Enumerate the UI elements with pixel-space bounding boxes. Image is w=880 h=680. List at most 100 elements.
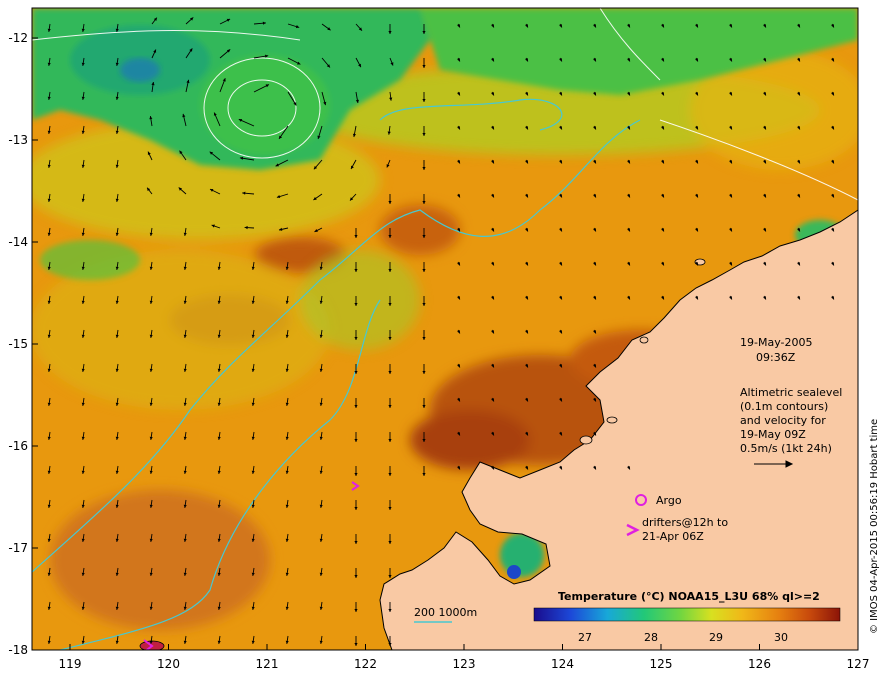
velocity-arrow-head: [47, 62, 51, 66]
velocity-arrow-head: [47, 232, 51, 236]
velocity-arrow-head: [559, 58, 562, 62]
velocity-arrow-head: [729, 296, 732, 300]
velocity-arrow-head: [285, 640, 289, 644]
velocity-arrow-head: [319, 572, 323, 576]
colorbar-title: Temperature (°C) NOAA15_L3U 68% ql>=2: [558, 590, 820, 603]
velocity-arrow-head: [661, 92, 664, 96]
velocity-arrow-head: [183, 368, 187, 372]
svg-text:200 1000m: 200 1000m: [414, 606, 477, 619]
velocity-arrow-head: [593, 194, 596, 198]
drifter-marker: [626, 523, 640, 537]
velocity-arrow-head: [275, 163, 279, 167]
velocity-arrow-head: [559, 126, 562, 130]
velocity-arrow-head: [491, 466, 494, 470]
svg-text:drifters@12h to: drifters@12h to: [642, 516, 728, 529]
velocity-arrow-head: [251, 300, 255, 304]
velocity-arrow-head: [285, 538, 289, 542]
velocity-arrow-head: [182, 113, 186, 118]
velocity-arrow-head: [422, 473, 426, 476]
velocity-arrow-head: [354, 473, 358, 476]
svg-text:and velocity for: and velocity for: [740, 414, 826, 427]
velocity-arrow-head: [314, 229, 318, 232]
velocity-arrow-head: [217, 368, 221, 372]
velocity-arrow-head: [285, 606, 289, 610]
velocity-arrow-head: [695, 296, 698, 300]
velocity-arrow-head: [115, 266, 119, 270]
velocity-arrow-head: [262, 21, 266, 25]
velocity-arrow-head: [525, 24, 528, 28]
velocity-arrow-head: [149, 470, 153, 474]
velocity-arrow-head: [47, 300, 51, 304]
velocity-arrow-head: [151, 82, 155, 86]
velocity-arrow-head: [831, 194, 834, 198]
velocity-arrow-head: [319, 538, 323, 542]
velocity-arrow-head: [661, 58, 664, 62]
velocity-arrow-head: [661, 194, 664, 198]
velocity-arrow-head: [265, 54, 269, 58]
velocity-arrow-head: [147, 151, 151, 155]
velocity-arrow-head: [491, 262, 494, 266]
latitude-tick-label: -18: [8, 643, 28, 657]
velocity-arrow-head: [251, 504, 255, 508]
velocity-arrow-head: [81, 28, 85, 32]
velocity-arrow-head: [354, 269, 358, 272]
velocity-arrow-head: [251, 640, 255, 644]
velocity-arrow-head: [491, 228, 494, 232]
velocity-arrow-head: [149, 572, 153, 576]
velocity-arrow-head: [457, 228, 460, 232]
velocity-arrow-head: [217, 402, 221, 406]
velocity-arrow-head: [559, 228, 562, 232]
velocity-arrow-head: [457, 160, 460, 164]
velocity-arrow-head: [525, 432, 528, 436]
velocity-arrow-head: [695, 126, 698, 130]
velocity-arrow-head: [388, 507, 392, 510]
velocity-arrow-head: [226, 49, 231, 53]
velocity-arrow-head: [559, 432, 562, 436]
velocity-arrow-head: [244, 226, 248, 230]
latitude-tick-label: -13: [8, 133, 28, 147]
velocity-arrow-head: [319, 300, 323, 304]
velocity-arrow-head: [695, 228, 698, 232]
velocity-arrow-head: [183, 470, 187, 474]
velocity-arrow-head: [149, 116, 153, 120]
velocity-arrow-head: [354, 337, 358, 340]
velocity-arrow-head: [350, 197, 354, 201]
velocity-arrow-head: [319, 470, 323, 474]
longitude-tick-label: 127: [847, 657, 870, 671]
velocity-arrow-head: [183, 334, 187, 338]
velocity-arrow-head: [593, 126, 596, 130]
longitude-tick-label: 120: [157, 657, 180, 671]
velocity-arrow-head: [763, 126, 766, 130]
velocity-arrow-head: [525, 296, 528, 300]
velocity-arrow-head: [457, 262, 460, 266]
velocity-arrow-head: [797, 228, 800, 232]
velocity-arrow-head: [295, 25, 300, 29]
velocity-arrow-head: [251, 436, 255, 440]
velocity-arrow-head: [661, 262, 664, 266]
argo-legend: Argo: [635, 494, 682, 507]
velocity-arrow-head: [797, 194, 800, 198]
velocity-arrow-head: [831, 58, 834, 62]
velocity-arrow-head: [47, 96, 51, 100]
velocity-arrow-head: [695, 160, 698, 164]
velocity-arrow-head: [797, 160, 800, 164]
velocity-arrow-head: [47, 334, 51, 338]
velocity-arrow-head: [47, 538, 51, 542]
velocity-arrow-head: [153, 17, 157, 21]
velocity-arrow-head: [222, 78, 226, 82]
velocity-arrow-head: [627, 466, 630, 470]
velocity-arrow-head: [831, 228, 834, 232]
velocity-arrow-head: [358, 27, 362, 31]
velocity-arrow-head: [183, 300, 187, 304]
velocity-arrow-head: [323, 101, 327, 106]
velocity-arrow-head: [627, 228, 630, 232]
velocity-arrow-head: [354, 439, 358, 442]
velocity-arrow-head: [47, 606, 51, 610]
velocity-arrow-head: [422, 235, 426, 238]
velocity-arrow-head: [593, 432, 596, 436]
svg-text:Altimetric sealevel: Altimetric sealevel: [740, 386, 842, 399]
velocity-arrow-head: [81, 96, 85, 100]
velocity-arrow-head: [354, 405, 358, 408]
velocity-arrow-head: [457, 194, 460, 198]
